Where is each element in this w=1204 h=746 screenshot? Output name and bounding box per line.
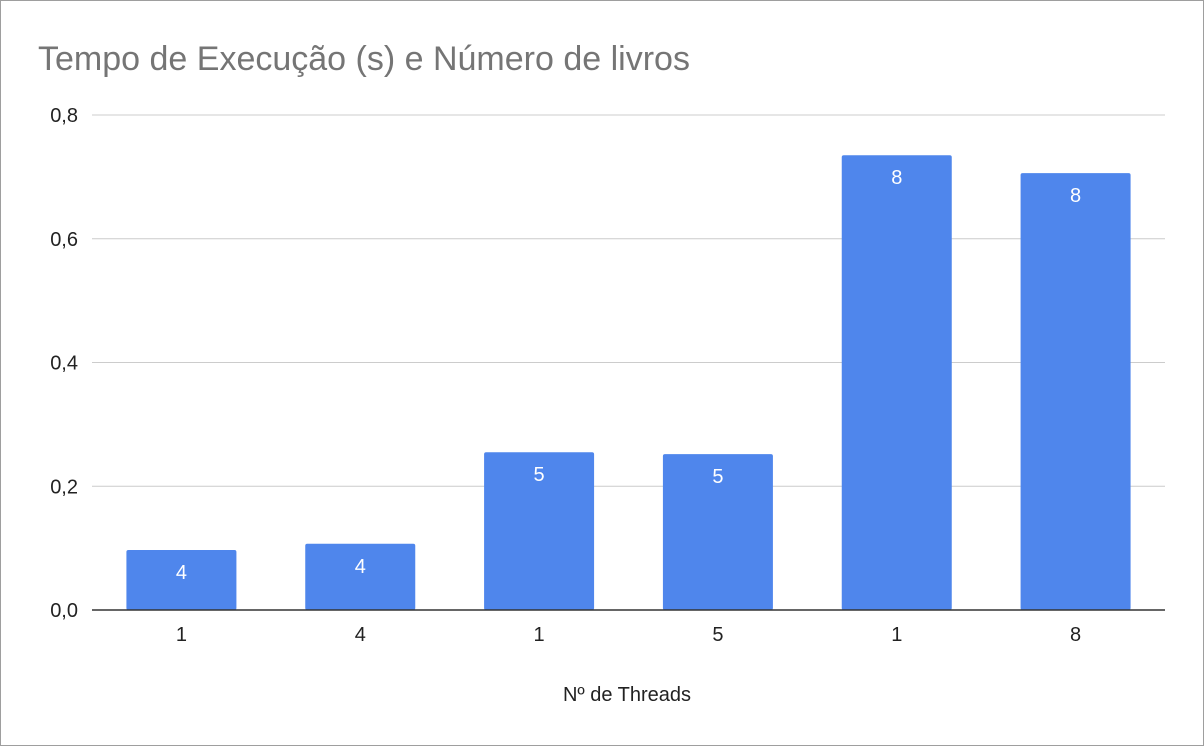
y-tick-label: 0,4	[50, 353, 78, 375]
y-tick-label: 0,2	[50, 476, 78, 498]
y-tick-label: 0,6	[50, 229, 78, 251]
x-tick-label: 1	[176, 624, 187, 646]
bar	[484, 452, 595, 610]
bar	[126, 549, 237, 610]
bars: 4 4 5 5 8 8	[126, 155, 1131, 610]
y-tick-label: 0,8	[50, 105, 78, 127]
x-tick-label: 4	[355, 624, 366, 646]
y-tick-label: 0,0	[50, 600, 78, 622]
bar	[305, 543, 416, 610]
x-axis-label: Nº de Threads	[563, 684, 691, 706]
x-axis-ticks: 1 4 1 5 1 8	[176, 624, 1081, 646]
bar-data-label: 8	[891, 167, 902, 189]
bar-data-label: 5	[534, 464, 545, 486]
bar	[662, 454, 773, 610]
x-tick-label: 5	[712, 624, 723, 646]
bar	[841, 155, 952, 610]
bar	[1020, 173, 1131, 610]
x-tick-label: 8	[1070, 624, 1081, 646]
chart-title: Tempo de Execução (s) e Número de livros	[38, 40, 690, 78]
bar-data-label: 5	[712, 466, 723, 488]
x-tick-label: 1	[534, 624, 545, 646]
bar-data-label: 8	[1070, 185, 1081, 207]
grid-lines	[92, 114, 1165, 487]
y-axis-ticks: 0,0 0,2 0,4 0,6 0,8	[50, 105, 78, 622]
bar-data-label: 4	[355, 556, 366, 578]
bar-data-label: 4	[176, 562, 187, 584]
x-tick-label: 1	[891, 624, 902, 646]
